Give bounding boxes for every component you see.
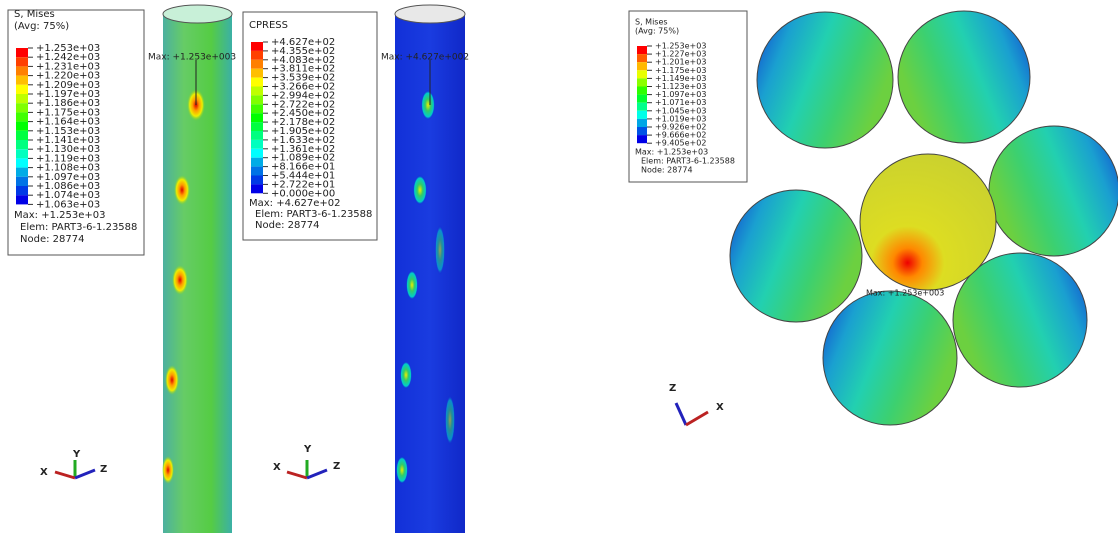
- color-swatch: [637, 127, 647, 135]
- axis-label: Z: [669, 383, 676, 394]
- legend-elem: Elem: PART3-6-1.23588: [255, 209, 372, 220]
- color-swatch: [251, 149, 263, 158]
- color-swatch: [251, 113, 263, 122]
- color-swatch: [251, 87, 263, 96]
- axis-label: Y: [72, 449, 81, 460]
- color-swatch: [16, 48, 28, 57]
- color-swatch: [16, 140, 28, 149]
- legend-max: Max: +1.253e+03: [14, 210, 105, 221]
- legend-max: Max: +4.627e+02: [249, 198, 340, 209]
- axis-label: Z: [100, 464, 107, 475]
- color-swatch: [16, 186, 28, 195]
- cylinder-top: [163, 5, 232, 23]
- legend-node: Node: 28774: [641, 166, 693, 175]
- color-swatch: [16, 94, 28, 103]
- color-swatch: [251, 184, 263, 193]
- color-swatch: [251, 167, 263, 176]
- axis-label: X: [273, 462, 281, 473]
- color-swatch: [637, 70, 647, 78]
- color-swatch: [637, 103, 647, 111]
- color-swatch: [16, 168, 28, 177]
- color-swatch: [251, 69, 263, 78]
- color-swatch: [16, 57, 28, 66]
- color-swatch: [251, 131, 263, 140]
- legend-title: S, Mises: [635, 18, 668, 27]
- color-swatch: [637, 62, 647, 70]
- legend-level: +9.405e+02: [655, 139, 706, 148]
- color-swatch: [251, 42, 263, 51]
- color-swatch: [251, 176, 263, 185]
- legend-node: Node: 28774: [20, 234, 84, 245]
- color-swatch: [251, 95, 263, 104]
- color-swatch: [16, 112, 28, 121]
- cylinder-top: [395, 5, 465, 23]
- color-swatch: [637, 111, 647, 119]
- color-swatch: [16, 158, 28, 167]
- legend-node: Node: 28774: [255, 220, 319, 231]
- color-swatch: [16, 85, 28, 94]
- color-swatch: [637, 54, 647, 62]
- legend-subtitle: (Avg: 75%): [635, 27, 679, 36]
- color-swatch: [251, 122, 263, 131]
- legend-level: +1.063e+03: [36, 199, 100, 210]
- wire-section: [730, 11, 1118, 425]
- color-swatch: [16, 103, 28, 112]
- color-swatch: [637, 87, 647, 95]
- color-swatch: [16, 195, 28, 204]
- max-label: Max: +4.627e+002: [381, 53, 469, 63]
- color-swatch: [251, 60, 263, 69]
- color-swatch: [251, 104, 263, 113]
- color-swatch: [251, 140, 263, 149]
- legend-title: S, Mises: [14, 9, 55, 20]
- color-swatch: [16, 122, 28, 131]
- color-swatch: [251, 78, 263, 87]
- color-swatch: [16, 177, 28, 186]
- color-swatch: [16, 66, 28, 75]
- color-swatch: [637, 135, 647, 143]
- legend-title: CPRESS: [249, 20, 288, 31]
- axis-triad: [55, 403, 708, 478]
- legend-elem: Elem: PART3-6-1.23588: [641, 157, 735, 166]
- axis-label: Y: [303, 444, 312, 455]
- color-swatch: [251, 51, 263, 60]
- legend-subtitle: (Avg: 75%): [14, 21, 69, 32]
- color-swatch: [16, 131, 28, 140]
- legend-max: Max: +1.253e+03: [635, 148, 708, 157]
- max-label: Max: +1.253e+003: [866, 289, 944, 298]
- color-swatch: [251, 158, 263, 167]
- max-label: Max: +1.253e+003: [148, 53, 236, 63]
- axis-label: X: [40, 467, 48, 478]
- color-swatch: [637, 78, 647, 86]
- legend-elem: Elem: PART3-6-1.23588: [20, 222, 137, 233]
- color-swatch: [16, 76, 28, 85]
- axis-label: Z: [333, 461, 340, 472]
- color-swatch: [637, 95, 647, 103]
- axis-label: X: [716, 402, 724, 413]
- color-swatch: [16, 149, 28, 158]
- color-swatch: [637, 119, 647, 127]
- color-swatch: [637, 46, 647, 54]
- viewport: Max: +1.253e+003 Max: +1.253e+003 Max: +…: [0, 0, 1118, 533]
